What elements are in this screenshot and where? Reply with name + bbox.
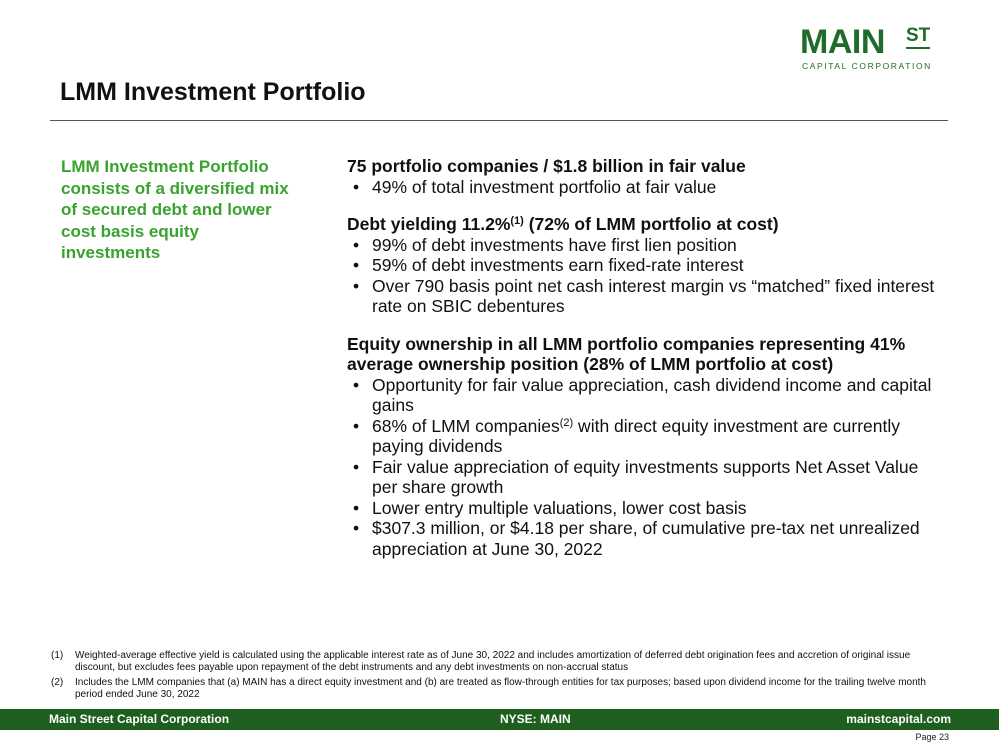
- footnote-2: (2) Includes the LMM companies that (a) …: [51, 677, 941, 700]
- page-number: Page 23: [915, 732, 949, 742]
- bullet-list: • 99% of debt investments have first lien…: [347, 235, 947, 317]
- bullet-item: • 68% of LMM companies(2) with direct equ…: [353, 415, 900, 457]
- section-equity-ownership: Equity ownership in all LMM portfolio co…: [347, 334, 947, 560]
- footnote-ref-1: (1): [510, 215, 524, 227]
- section-portfolio-size: 75 portfolio companies / $1.8 billion in…: [347, 156, 947, 197]
- bullet-item: • Over 790 basis point net cash interest …: [353, 275, 935, 317]
- bullet-item: • $307.3 million, or $4.18 per share, of …: [353, 518, 920, 559]
- bullet-item: • 49% of total investment portfolio at fa…: [353, 176, 717, 197]
- logo-main-text: MAIN: [800, 23, 885, 61]
- company-logo: MAIN ST CAPITAL CORPORATION: [800, 24, 938, 72]
- footnote-number: (1): [51, 650, 64, 661]
- logo-st-text: ST: [906, 26, 931, 49]
- footer-company-name: Main Street Capital Corporation: [49, 712, 230, 726]
- logo-subtitle: CAPITAL CORPORATION: [802, 61, 932, 71]
- title-divider: [50, 120, 948, 121]
- section-heading: 75 portfolio companies / $1.8 billion in…: [347, 156, 746, 176]
- footnote-text: Includes the LMM companies that (a) MAIN…: [75, 677, 926, 700]
- footnote-1: (1) Weighted-average effective yield is …: [51, 650, 941, 673]
- section-heading: Equity ownership in all LMM portfolio co…: [347, 333, 906, 375]
- section-heading: Debt yielding 11.2%(1) (72% of LMM portf…: [347, 214, 779, 234]
- summary-callout: LMM Investment Portfolio consists of a d…: [61, 157, 289, 262]
- bullet-list: • 49% of total investment portfolio at fa…: [347, 177, 947, 198]
- bullet-item: • 59% of debt investments earn fixed-rate…: [353, 255, 744, 275]
- footnote-text: Weighted-average effective yield is calc…: [75, 650, 911, 673]
- footnote-ref-2: (2): [559, 416, 574, 429]
- footer-bar: Main Street Capital Corporation NYSE: MA…: [0, 709, 999, 730]
- footer-website: mainstcapital.com: [846, 712, 951, 726]
- footer-ticker: NYSE: MAIN: [500, 712, 571, 726]
- bullet-item: • Opportunity for fair value appreciation…: [353, 374, 932, 416]
- footnote-number: (2): [51, 677, 64, 688]
- content-body: 75 portfolio companies / $1.8 billion in…: [347, 156, 947, 576]
- bullet-list: • Opportunity for fair value appreciation…: [347, 375, 947, 560]
- bullet-item: • 99% of debt investments have first lien…: [353, 234, 737, 255]
- bullet-item: • Fair value appreciation of equity inves…: [353, 456, 919, 498]
- page-title: LMM Investment Portfolio: [60, 78, 366, 106]
- bullet-item: • Lower entry multiple valuations, lower …: [353, 497, 747, 518]
- footnotes: (1) Weighted-average effective yield is …: [51, 650, 941, 704]
- section-debt-yield: Debt yielding 11.2%(1) (72% of LMM portf…: [347, 214, 947, 317]
